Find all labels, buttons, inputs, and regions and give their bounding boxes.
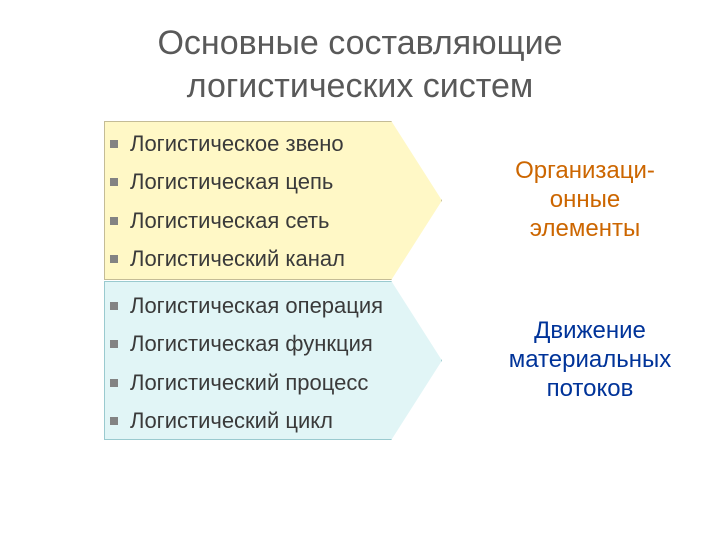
list-top: Логистическое звено Логистическая цепь Л… xyxy=(110,125,345,278)
label-bot-text: Движениематериальныхпотоков xyxy=(509,317,672,402)
label-bottom: Движениематериальныхпотоков xyxy=(495,317,685,403)
list-item: Логистическое звено xyxy=(110,125,345,163)
content-area: Логистическое звено Логистическая цепь Л… xyxy=(0,121,720,501)
list-item: Логистическая операция xyxy=(110,287,383,325)
title-line2: логистических систем xyxy=(187,67,534,105)
list-bottom: Логистическая операция Логистическая фун… xyxy=(110,287,383,440)
list-item: Логистический процесс xyxy=(110,364,383,402)
list-item: Логистическая цепь xyxy=(110,163,345,201)
list-item: Логистический канал xyxy=(110,240,345,278)
title-line1: Основные составляющие xyxy=(157,24,562,62)
label-top: Организаци-онныеэлементы xyxy=(490,157,680,243)
label-top-text: Организаци-онныеэлементы xyxy=(515,157,655,242)
list-item: Логистическая сеть xyxy=(110,202,345,240)
list-item: Логистическая функция xyxy=(110,325,383,363)
slide-title: Основные составляющие логистических сист… xyxy=(0,0,720,107)
list-item: Логистический цикл xyxy=(110,402,383,440)
